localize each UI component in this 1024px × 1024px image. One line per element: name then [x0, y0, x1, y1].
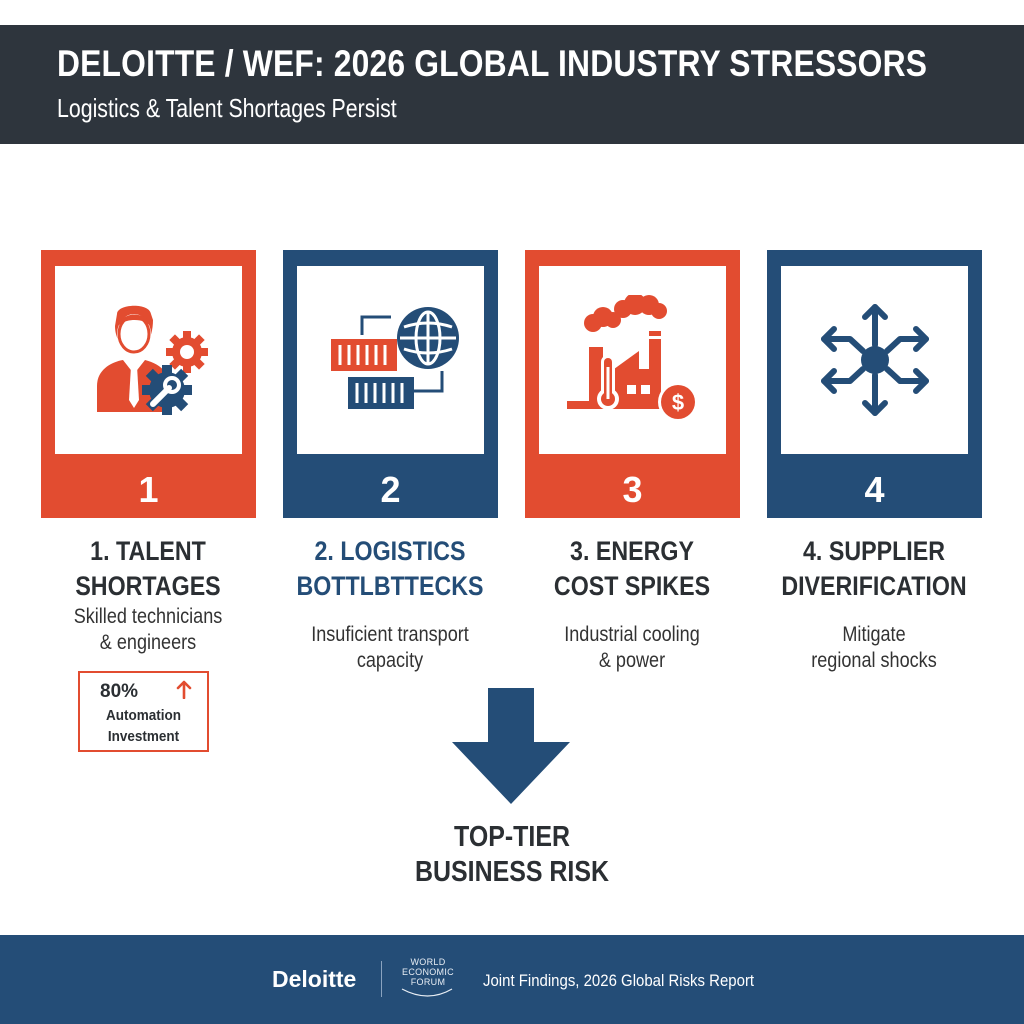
automation-investment-badge: 80% Automation Investment	[78, 671, 209, 752]
deloitte-logo: Deloitte	[272, 966, 357, 992]
stressor-label-talent: 1. TALENT SHORTAGES Skilled technicians …	[28, 534, 268, 656]
badge-label: Automation Investment	[105, 707, 181, 745]
card-icon-panel	[297, 266, 484, 454]
stressor-heading: SHORTAGES	[75, 571, 221, 601]
stressor-heading: 2. LOGISTICS	[314, 536, 466, 566]
stressor-description: & power	[598, 649, 666, 672]
footer-caption: Joint Findings, 2026 Global Risks Report	[483, 971, 755, 990]
engineer-with-gears-icon	[96, 305, 208, 415]
arrow-up-icon	[176, 680, 192, 699]
stressor-card-supplier: 4	[767, 250, 982, 518]
factory-thermometer-dollar-icon: $	[566, 295, 698, 422]
footer-divider	[381, 961, 382, 997]
stressor-description: Skilled technicians	[73, 605, 223, 628]
stressor-description: Mitigate	[842, 623, 906, 646]
card-number: 1	[138, 469, 159, 510]
card-icon-panel: $	[539, 266, 726, 454]
outcome-label: TOP-TIER BUSINESS RISK	[414, 821, 610, 888]
card-number: 4	[864, 469, 885, 510]
svg-text:$: $	[671, 390, 683, 415]
card-number: 3	[622, 469, 643, 510]
stressor-heading: BOTTLBTTECKS	[296, 571, 484, 601]
header-banner: DELOITTE / WEF: 2026 GLOBAL INDUSTRY STR…	[0, 25, 1024, 144]
shipping-containers-globe-icon	[330, 307, 459, 409]
stressor-heading: 1. TALENT	[90, 536, 206, 566]
stressor-card-energy: $ 3	[525, 250, 740, 518]
stressor-heading: 3. ENERGY	[570, 536, 694, 566]
distribution-arrows-icon	[820, 304, 929, 416]
card-icon-panel	[781, 266, 968, 454]
badge-value: 80%	[100, 681, 139, 702]
stressor-description: capacity	[356, 649, 424, 672]
stressor-description: regional shocks	[811, 649, 937, 672]
arrow-down-icon	[452, 688, 570, 804]
stressor-description: Industrial cooling	[564, 623, 700, 646]
footer-banner: Deloitte WORLD ECONOMIC FORUM Joint Find…	[0, 935, 1024, 1024]
stressor-label-energy: 3. ENERGY COST SPIKES Industrial cooling…	[512, 534, 752, 674]
stressor-label-logistics: 2. LOGISTICS BOTTLBTTECKS Insuficient tr…	[270, 534, 510, 674]
stressor-card-talent: 1	[41, 250, 256, 518]
stressor-heading: COST SPIKES	[553, 571, 711, 601]
wef-swoosh-icon	[401, 988, 453, 997]
stressor-heading: 4. SUPPLIER	[803, 536, 945, 566]
card-icon-panel	[55, 266, 242, 454]
page-subtitle: Logistics & Talent Shortages Persist	[57, 93, 397, 123]
card-number: 2	[380, 469, 401, 510]
stressor-description: Insuficient transport	[311, 623, 469, 646]
stressor-label-supplier: 4. SUPPLIER DIVERIFICATION Mitigate regi…	[754, 534, 994, 674]
page-title: DELOITTE / WEF: 2026 GLOBAL INDUSTRY STR…	[57, 43, 928, 84]
stressor-card-logistics: 2	[283, 250, 498, 518]
wef-logo: WORLD ECONOMIC FORUM	[393, 957, 463, 1005]
stressor-heading: DIVERIFICATION	[781, 571, 967, 601]
stressor-description: & engineers	[99, 631, 197, 654]
